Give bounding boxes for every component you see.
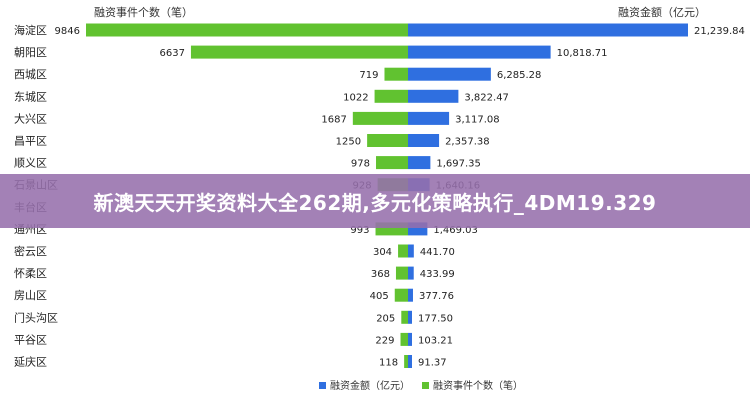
count-bar (374, 89, 408, 103)
left-axis-title: 融资事件个数（笔） (94, 5, 193, 19)
legend-swatch-count (422, 382, 429, 389)
legend-label-count: 融资事件个数（笔） (433, 379, 523, 392)
category-label: 延庆区 (14, 355, 47, 369)
amount-bar (408, 89, 459, 103)
count-value-label: 1250 (336, 137, 361, 148)
amount-value-label: 377.76 (419, 291, 454, 302)
category-label: 海淀区 (14, 23, 47, 37)
count-value-label: 6637 (159, 48, 184, 59)
count-bar (400, 332, 408, 346)
category-label: 怀柔区 (14, 267, 47, 280)
category-label: 朝阳区 (14, 46, 47, 59)
category-label: 大兴区 (14, 111, 47, 125)
category-label: 密云区 (14, 244, 47, 258)
category-label: 昌平区 (14, 135, 47, 148)
count-value-label: 405 (370, 291, 389, 302)
amount-value-label: 91.37 (418, 358, 447, 369)
amount-bar (408, 156, 431, 170)
value-labels: 9846 21,239.84 6637 10,818.71 719 6,285.28 102… (55, 26, 745, 369)
amount-bar (408, 23, 688, 37)
count-value-label: 993 (350, 225, 369, 236)
amount-bar (408, 244, 414, 258)
amount-bar (408, 288, 413, 302)
count-value-label: 368 (371, 269, 390, 280)
count-bar (398, 244, 408, 258)
count-bar (367, 134, 408, 147)
amount-bar (408, 111, 450, 125)
amount-value-label: 441.70 (420, 247, 455, 258)
right-axis-title: 融资金额（亿元） (618, 5, 706, 19)
count-value-label: 118 (379, 358, 398, 369)
amount-value-label: 1,469.03 (433, 225, 478, 236)
count-bar (401, 310, 408, 324)
category-label: 顺义区 (14, 157, 47, 170)
category-label: 门头沟区 (14, 310, 58, 324)
amount-value-label: 103.21 (418, 335, 453, 346)
count-value-label: 978 (351, 159, 370, 170)
count-value-label: 1687 (321, 114, 346, 125)
count-value-label: 229 (375, 335, 394, 346)
amount-value-label: 3,117.08 (455, 114, 500, 125)
watermark-banner: 新澳天天开奖资料大全262期,多元化策略执行_4DM19.329 (0, 174, 750, 228)
category-label: 西城区 (14, 68, 47, 81)
amount-value-label: 2,357.38 (445, 137, 490, 148)
amount-value-label: 10,818.71 (557, 48, 608, 59)
category-label: 东城区 (14, 90, 47, 103)
amount-bar (408, 310, 412, 324)
count-value-label: 1022 (343, 92, 368, 103)
amount-bar (408, 266, 414, 280)
amount-value-label: 21,239.84 (694, 26, 745, 37)
legend-label-amount: 融资金额（亿元） (330, 379, 410, 392)
amount-bar (408, 45, 551, 59)
legend: 融资金额（亿元） 融资事件个数（笔） (319, 379, 523, 392)
count-bar (352, 111, 408, 125)
legend-swatch-amount (319, 382, 326, 389)
count-bar (86, 23, 408, 37)
category-labels: 海淀区朝阳区西城区东城区大兴区昌平区顺义区石景山区丰台区通州区密云区怀柔区房山区… (14, 23, 58, 369)
amount-value-label: 3,822.47 (464, 92, 509, 103)
count-bar (394, 288, 408, 302)
amount-bars (408, 23, 688, 368)
count-value-label: 719 (359, 70, 378, 81)
amount-bar (408, 134, 440, 147)
category-label: 平谷区 (14, 333, 47, 346)
amount-bar (408, 67, 491, 81)
amount-bar (408, 332, 412, 346)
amount-value-label: 1,697.35 (436, 159, 481, 170)
category-label: 房山区 (14, 289, 47, 302)
count-bar (384, 67, 408, 81)
count-value-label: 205 (376, 313, 395, 324)
amount-value-label: 177.50 (418, 313, 453, 324)
count-value-label: 9846 (55, 26, 80, 37)
count-bar (404, 355, 408, 368)
count-value-label: 304 (373, 247, 392, 258)
count-bar (376, 156, 408, 170)
banner-text: 新澳天天开奖资料大全262期,多元化策略执行_4DM19.329 (93, 190, 657, 215)
amount-bar (408, 355, 412, 368)
amount-value-label: 433.99 (420, 269, 455, 280)
count-bar (395, 266, 408, 280)
amount-value-label: 6,285.28 (497, 70, 542, 81)
count-bar (190, 45, 408, 59)
count-bars (86, 23, 408, 368)
